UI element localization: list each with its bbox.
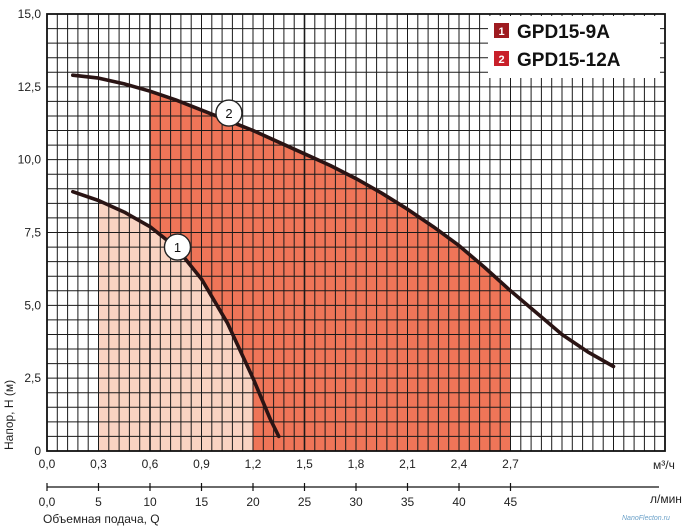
x-top-tick-label: 0,0 (39, 457, 56, 471)
x-bottom-tick-label: 15 (195, 495, 209, 509)
legend: 1 GPD15-9A 2 GPD15-12A (488, 16, 660, 78)
x-bottom-tick-label: 30 (349, 495, 363, 509)
curve-marker-circle (163, 233, 192, 261)
x-unit-top: м³/ч (653, 458, 675, 472)
y-tick-label: 0 (34, 444, 41, 458)
legend-swatch (494, 23, 509, 38)
operating-area-1 (98, 200, 253, 451)
y-tick-label: 15,0 (18, 7, 42, 21)
x-top-tick-label: 0,3 (90, 457, 107, 471)
legend-swatch (494, 51, 509, 66)
legend-label: GPD15-12A (517, 50, 621, 71)
y-tick-label: 7,5 (24, 226, 41, 240)
x-unit-bottom: л/мин (650, 492, 682, 506)
x-bottom-tick-label: 0,0 (39, 495, 56, 509)
x-bottom-tick-label: 40 (452, 495, 466, 509)
curve-marker-circle (215, 99, 243, 127)
curves-layer (71, 73, 616, 439)
legend-swatch-number: 2 (498, 54, 504, 66)
curve-marker-label: 2 (225, 106, 232, 121)
x-top-tick-label: 1,2 (245, 457, 262, 471)
x-bottom-tick-label: 5 (95, 495, 102, 509)
curve-marker-label: 1 (174, 240, 181, 255)
x-axis-label: Объемная подача, Q (43, 512, 160, 526)
grid-layer (46, 13, 666, 452)
y-tick-label: 12,5 (18, 80, 42, 94)
curve-marker-1: 1 (163, 233, 192, 261)
legend-label: GPD15-9A (517, 22, 610, 43)
x-bottom-tick-label: 45 (504, 495, 518, 509)
watermark: NanoFlecton.ru (622, 515, 670, 522)
x-bottom-tick-label: 35 (401, 495, 415, 509)
x-bottom-tick-label: 10 (143, 495, 157, 509)
plot-border (46, 13, 666, 452)
legend-item-2: 2 GPD15-12A (494, 50, 621, 71)
y-tick-label: 5,0 (24, 298, 41, 312)
legend-item-1: 1 GPD15-9A (494, 22, 610, 43)
x-bottom-tick-label: 25 (298, 495, 312, 509)
legend-swatch-number: 1 (498, 26, 504, 38)
x-top-tick-label: 1,8 (348, 457, 365, 471)
x-top-tick-label: 0,9 (193, 457, 210, 471)
x-top-tick-label: 2,4 (451, 457, 468, 471)
legend-background (488, 16, 660, 78)
y-axis-label: Напор, H (м) (2, 380, 16, 450)
y-tick-label: 10,0 (18, 153, 42, 167)
x-top-tick-label: 2,7 (502, 457, 519, 471)
x-top-tick-label: 1,5 (296, 457, 313, 471)
fills-layer (98, 91, 511, 451)
curve-GPD15-12A (71, 73, 616, 369)
x-top-tick-label: 2,1 (399, 457, 416, 471)
x-bottom-tick-label: 20 (246, 495, 260, 509)
curve-GPD15-9A (71, 189, 281, 439)
y-tick-label: 2,5 (24, 371, 41, 385)
x-top-tick-label: 0,6 (142, 457, 159, 471)
curve-marker-2: 2 (215, 99, 243, 127)
